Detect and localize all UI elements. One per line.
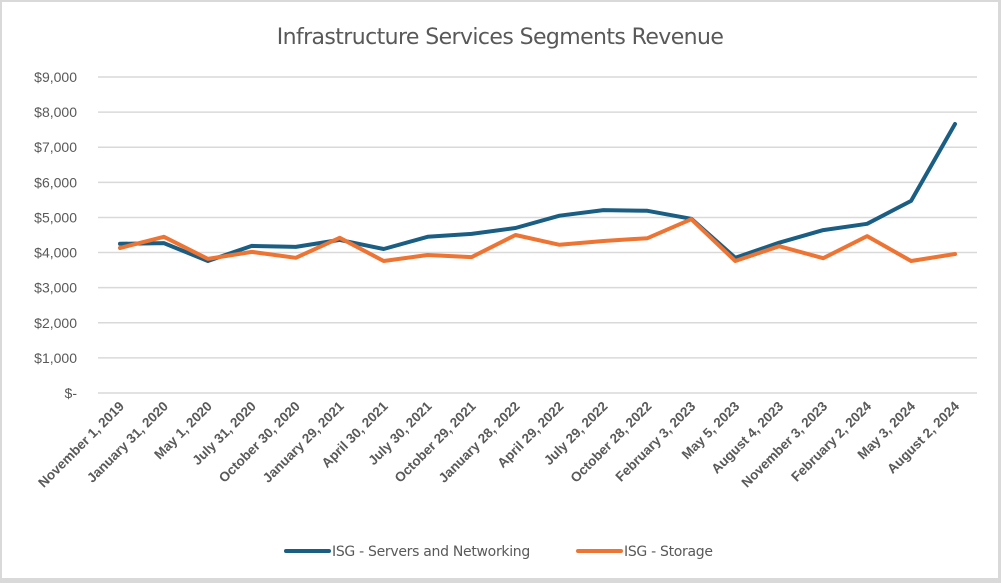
series-lines	[118, 122, 957, 263]
y-tick-label: $2,000	[34, 315, 77, 331]
y-tick-label: $8,000	[34, 104, 77, 120]
y-tick-label: $4,000	[34, 245, 77, 261]
y-tick-label: $9,000	[34, 69, 77, 85]
x-tick-label: January 31, 2020	[84, 399, 171, 486]
x-tick-label: January 29, 2021	[260, 398, 347, 485]
legend-item: ISG - Servers and Networking	[284, 544, 530, 560]
legend-label: ISG - Servers and Networking	[332, 544, 530, 560]
legend-label: ISG - Storage	[624, 544, 713, 560]
series-line-storage	[118, 217, 957, 263]
x-tick-label: February 3, 2023	[612, 398, 698, 484]
y-tick-label: $7,000	[34, 139, 77, 155]
legend-item: ISG - Storage	[576, 544, 713, 560]
gridlines	[98, 76, 977, 394]
x-tick-label: October 30, 2020	[216, 399, 303, 486]
series-line-servers-networking	[118, 122, 957, 263]
chart-title: Infrastructure Services Segments Revenue	[277, 25, 724, 50]
x-tick-label: October 28, 2022	[567, 399, 654, 486]
x-tick-label: October 29, 2021	[392, 398, 479, 485]
x-tick-label: February 2, 2024	[788, 398, 874, 484]
x-tick-label: January 28, 2022	[436, 399, 523, 486]
y-tick-label: $3,000	[34, 280, 77, 296]
y-tick-label: $5,000	[34, 209, 77, 225]
y-tick-label: $6,000	[34, 174, 77, 190]
y-tick-label: $1,000	[34, 350, 77, 366]
y-axis-labels: $- $1,000 $2,000 $3,000 $4,000 $5,000 $6,000 $7…	[34, 69, 77, 401]
y-tick-label: $-	[65, 385, 78, 401]
legend: ISG - Servers and Networking ISG - Storag…	[284, 544, 713, 560]
